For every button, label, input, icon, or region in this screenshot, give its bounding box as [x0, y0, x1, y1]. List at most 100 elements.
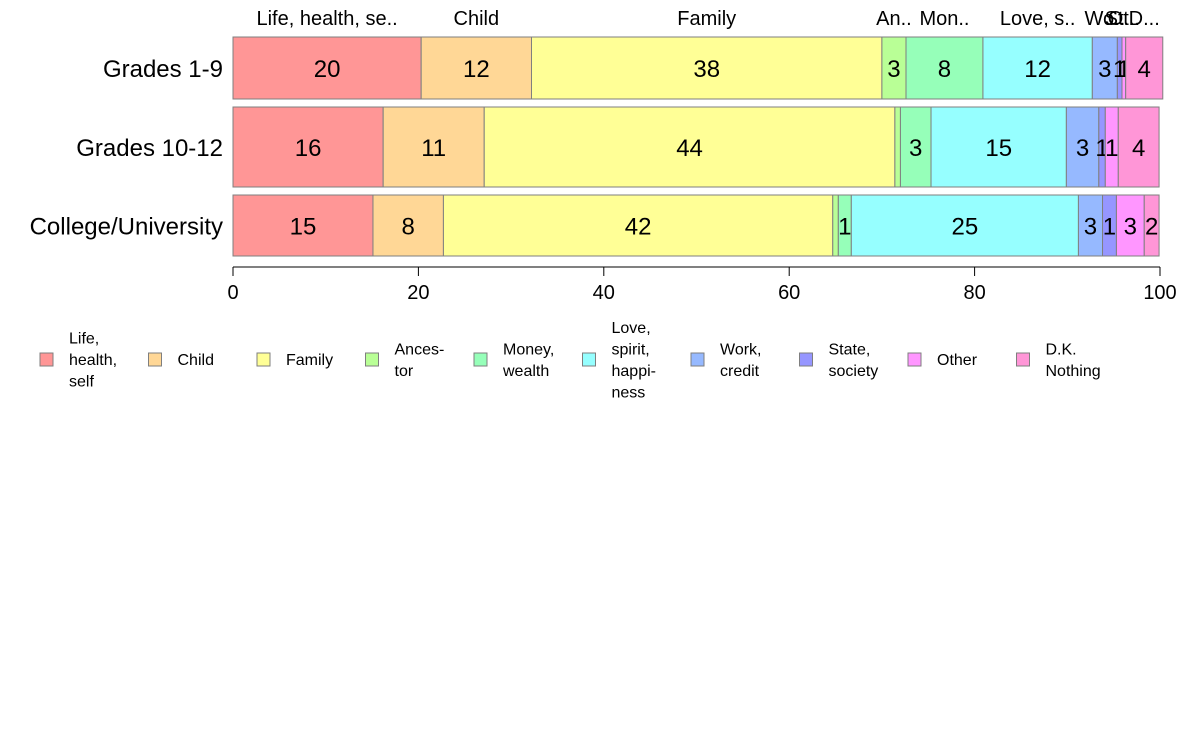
legend-label-line: wealth	[502, 363, 549, 380]
data-label: 20	[314, 56, 341, 83]
bar-segment	[894, 106, 901, 188]
data-label: 3	[1124, 214, 1137, 241]
data-label: 16	[295, 135, 322, 162]
bar-segment	[1115, 194, 1145, 257]
data-label: 44	[676, 135, 703, 162]
legend-label: Life, health, self	[69, 331, 117, 391]
top-segment-label: An..	[876, 8, 912, 30]
bar-segment	[899, 106, 932, 188]
bar-segment	[530, 36, 883, 100]
bar-segment	[1125, 36, 1164, 100]
top-segment-label: Mon..	[919, 8, 969, 30]
bar-segment	[1143, 194, 1160, 257]
category-label: College/University	[30, 214, 223, 241]
legend-label: Family	[286, 352, 333, 369]
data-label: 3	[1084, 214, 1097, 241]
legend-label-line: Ances-	[395, 341, 445, 358]
legend-item: D.K. Nothing	[1016, 341, 1101, 380]
top-segment-label: D...	[1129, 8, 1160, 30]
category-label: Grades 1-9	[103, 56, 223, 83]
legend-label-line: ness	[612, 384, 646, 401]
legend-label: Ances-tor	[395, 341, 445, 380]
x-tick-label: 80	[963, 282, 985, 304]
bar-row: 20 12 38 3 8 12 3 11 4	[232, 36, 1164, 100]
data-label: 1	[1105, 135, 1118, 162]
legend-label: Money, wealth	[502, 341, 554, 380]
legend-item: Other	[907, 352, 978, 369]
legend-swatch	[799, 352, 813, 367]
legend-label-line: Love,	[612, 320, 651, 337]
top-segment-label: Wo..	[1084, 8, 1125, 30]
bar-segment	[905, 36, 984, 100]
legend-swatch	[39, 352, 54, 367]
legend-item: Work, credit	[690, 341, 761, 380]
legend-label-line: Work,	[720, 341, 761, 358]
bar-segment	[483, 106, 896, 188]
legend-label-line: Other	[937, 352, 978, 369]
legend-label-line: happi-	[612, 363, 656, 380]
x-tick-label: 40	[593, 282, 615, 304]
data-label: 11	[421, 135, 446, 162]
data-label: 38	[693, 56, 720, 83]
top-segment-label: Family	[677, 8, 736, 30]
legend-item: Love, spirit, happi-ness	[582, 320, 656, 402]
legend-swatch	[1016, 352, 1030, 367]
data-label: 1	[1103, 214, 1116, 241]
data-label: 4	[1138, 56, 1151, 83]
legend-item: Life, health, self	[39, 331, 117, 391]
data-label: 3	[909, 135, 922, 162]
bar-segment	[420, 36, 532, 100]
bar-row: 15 8 42 1 25 3 1 3 2	[232, 194, 1160, 257]
legend-item: State, society	[799, 341, 879, 380]
top-segment-label: Life, health, se..	[256, 8, 397, 30]
legend-label-line: credit	[720, 363, 760, 380]
top-segment-label: Ot..	[1108, 8, 1140, 30]
legend-label-line: health,	[69, 352, 117, 369]
legend-label: Other	[937, 352, 978, 369]
data-label: 3	[1076, 135, 1089, 162]
data-label: 42	[625, 214, 652, 241]
legend-label-line: society	[829, 363, 879, 380]
legend-swatch	[690, 352, 705, 367]
legend-swatch	[473, 352, 488, 367]
legend-item: Family	[256, 352, 333, 369]
legend-label-line: Child	[178, 352, 214, 369]
data-label: 8	[402, 214, 415, 241]
legend-label-line: Life,	[69, 331, 99, 348]
data-label: 3	[1098, 56, 1111, 83]
legend-label-line: Nothing	[1046, 363, 1101, 380]
top-segment-label: Child	[454, 8, 500, 30]
bar-segment	[1091, 36, 1118, 100]
legend-label: Love, spirit, happi-ness	[612, 320, 656, 402]
legend-label-line: spirit,	[612, 341, 650, 358]
legend-label-line: self	[69, 374, 94, 391]
bar-row: 16 11 44 3 15 3 11 4	[232, 106, 1160, 188]
data-label: 2	[1145, 214, 1158, 241]
bar-segment	[372, 194, 444, 257]
bar-segment	[930, 106, 1067, 188]
legend-label: Work, credit	[720, 341, 761, 380]
legend: Life, health, self Child Family Ances-tor Mone…	[39, 320, 1101, 402]
legend-label-line: tor	[395, 363, 414, 380]
legend-item: Child	[148, 352, 214, 369]
legend-swatch	[365, 352, 379, 367]
legend-label: State, society	[829, 341, 879, 380]
legend-label-line: State,	[829, 341, 871, 358]
data-label: 3	[887, 56, 900, 83]
top-segment-label: Love, s..	[1000, 8, 1076, 30]
legend-label-line: Money,	[503, 341, 554, 358]
top-segment-labels: Life, health, se.. Child Family An.. Mon.. Lo…	[256, 8, 1159, 30]
legend-swatch	[148, 352, 162, 367]
data-label: 12	[1024, 56, 1051, 83]
bar-segment	[850, 194, 1079, 257]
bar-segment	[382, 106, 485, 188]
data-label: 12	[463, 56, 490, 83]
legend-item: Ances-tor	[365, 341, 445, 380]
bar-segment	[232, 106, 384, 188]
data-label: 25	[952, 214, 979, 241]
bar-segment	[982, 36, 1093, 100]
bar-segment	[1065, 106, 1100, 188]
x-tick-label: 60	[778, 282, 800, 304]
x-tick-label: 20	[407, 282, 429, 304]
data-label: 4	[1132, 135, 1145, 162]
